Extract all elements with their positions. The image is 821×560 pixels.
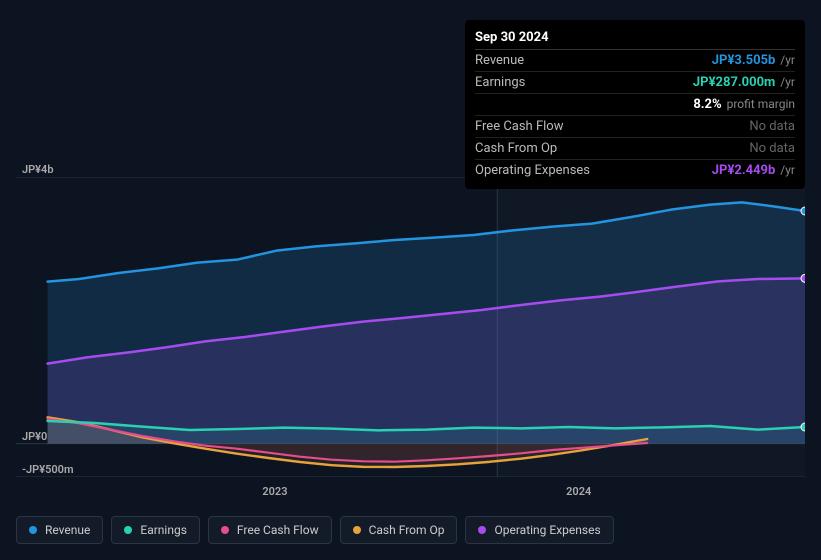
tooltip-value: 8.2% profit margin: [693, 97, 795, 112]
tooltip-label: Revenue: [475, 53, 524, 68]
legend-label: Cash From Op: [369, 523, 445, 537]
legend-dot-icon: [478, 526, 486, 534]
x-axis-label: 2023: [262, 485, 287, 498]
tooltip-value: JP¥2.449b /yr: [712, 163, 795, 178]
legend-item-fcf[interactable]: Free Cash Flow: [208, 516, 332, 544]
tooltip-date: Sep 30 2024: [475, 26, 795, 50]
tooltip-row: Free Cash Flow No data: [475, 116, 795, 138]
y-axis-label: JP¥4b: [22, 163, 54, 176]
tooltip-label: Operating Expenses: [475, 163, 590, 178]
legend-label: Earnings: [140, 523, 187, 537]
tooltip-label: Earnings: [475, 75, 525, 90]
legend-item-cfo[interactable]: Cash From Op: [340, 516, 458, 544]
legend-dot-icon: [124, 526, 132, 534]
tooltip-row: Revenue JP¥3.505b /yr: [475, 50, 795, 72]
legend-label: Revenue: [45, 523, 90, 537]
tooltip-value: JP¥287.000m /yr: [693, 75, 795, 90]
legend-dot-icon: [221, 526, 229, 534]
tooltip-row: 8.2% profit margin: [475, 94, 795, 116]
tooltip-row: Operating Expenses JP¥2.449b /yr: [475, 160, 795, 181]
hover-tooltip: Sep 30 2024 Revenue JP¥3.505b /yr Earnings…: [465, 20, 805, 189]
tooltip-label: Cash From Op: [475, 141, 557, 156]
x-axis-label: 2024: [566, 485, 591, 498]
legend-label: Operating Expenses: [494, 523, 600, 537]
tooltip-value: No data: [749, 119, 795, 134]
tooltip-value: No data: [749, 141, 795, 156]
legend-item-revenue[interactable]: Revenue: [16, 516, 103, 544]
tooltip-value: JP¥3.505b /yr: [712, 53, 795, 68]
financials-chart[interactable]: [16, 177, 805, 477]
legend-item-earnings[interactable]: Earnings: [111, 516, 200, 544]
legend-dot-icon: [353, 526, 361, 534]
tooltip-label: Free Cash Flow: [475, 119, 563, 134]
tooltip-row: Cash From Op No data: [475, 138, 795, 160]
chart-container: JP¥4bJP¥0-JP¥500m 20232024 Sep 30 2024 R…: [0, 0, 821, 560]
legend-dot-icon: [29, 526, 37, 534]
legend-label: Free Cash Flow: [237, 523, 319, 537]
chart-legend: Revenue Earnings Free Cash Flow Cash From O…: [16, 516, 614, 544]
tooltip-row: Earnings JP¥287.000m /yr: [475, 72, 795, 94]
legend-item-opex[interactable]: Operating Expenses: [465, 516, 613, 544]
